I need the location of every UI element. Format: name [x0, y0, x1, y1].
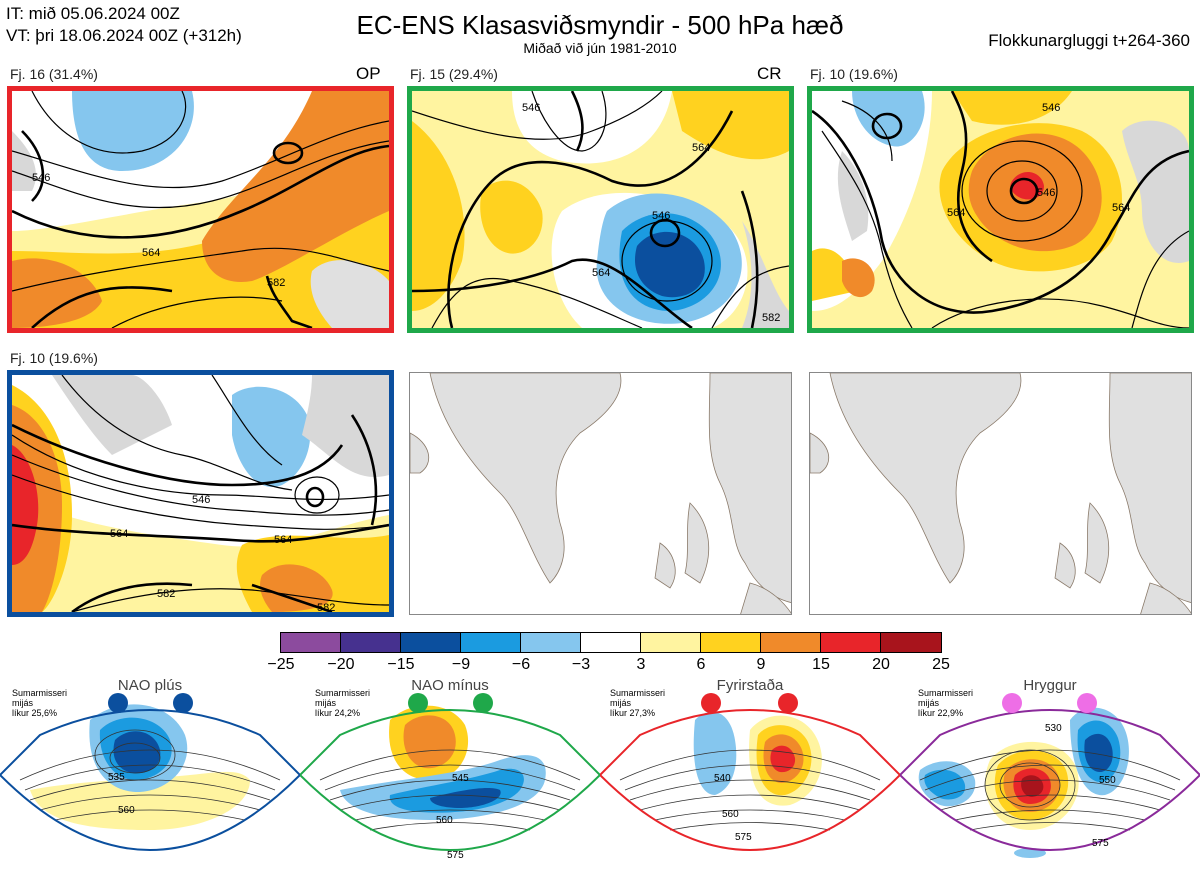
contour-label: 564 [947, 207, 965, 219]
contour-label: 546 [32, 172, 50, 184]
colorbar-tick-label: 25 [932, 656, 950, 673]
page-subtitle: Miðað við jún 1981-2010 [523, 40, 677, 56]
panel-2-tag: CR [757, 64, 782, 83]
contour-label: 582 [762, 312, 780, 324]
valid-time: VT: þri 18.06.2024 00Z (+312h) [6, 26, 242, 45]
colorbar-tick-label: 9 [756, 656, 766, 673]
anomaly-colorbar [280, 632, 942, 653]
panel-4-label: Fj. 10 (19.6%) [10, 350, 98, 366]
colorbar-tick-label: −9 [451, 656, 471, 673]
regime-note: Sumarmisseri mijás líkur 24,2% [315, 688, 371, 718]
panel-1-label: Fj. 16 (31.4%) [10, 66, 98, 82]
regime-note: Sumarmisseri mijás líkur 25,6% [12, 688, 68, 718]
colorbar-swatch [821, 633, 881, 652]
contour-label: 546 [522, 102, 540, 114]
contour-label: 546 [1037, 187, 1055, 199]
colorbar-swatch [401, 633, 461, 652]
colorbar-swatch [281, 633, 341, 652]
regime-contour-label: 575 [1092, 838, 1109, 849]
contour-label: 582 [157, 588, 175, 600]
regime-note: Sumarmisseri mijás líkur 27,3% [610, 688, 666, 718]
regime-name: Hryggur [1023, 677, 1077, 694]
regime-contour-label: 575 [447, 850, 464, 861]
regime-contour-label: 530 [1045, 723, 1062, 734]
regime-nao-minus: 545 560 575 NAO mínus Sumarmisseri mijás l… [300, 677, 600, 870]
panel-3-label: Fj. 10 (19.6%) [810, 66, 898, 82]
contour-label: 564 [692, 142, 710, 154]
header-info: IT: mið 05.06.2024 00Z VT: þri 18.06.202… [6, 3, 242, 47]
regime-nao-plus: 535 560 NAO plús Sumarmisseri mijás líkur … [0, 677, 300, 870]
classification-window: Flokkunargluggi t+264-360 [988, 31, 1190, 50]
regime-contour-label: 550 [1099, 775, 1116, 786]
regime-contour-label: 535 [108, 772, 125, 783]
colorbar-tick-label: 20 [872, 656, 890, 673]
colorbar-swatch [461, 633, 521, 652]
contour-label: 546 [1042, 102, 1060, 114]
regime-name: Fyrirstaða [716, 677, 784, 694]
contour-label: 564 [1112, 202, 1130, 214]
regime-name: NAO plús [117, 677, 183, 694]
regime-ridge: 530 550 575 Hryggur Sumarmisseri mijás lík… [900, 677, 1200, 870]
regime-contour-label: 540 [714, 773, 731, 784]
contour-label: 564 [110, 528, 128, 540]
contour-label: 546 [192, 494, 210, 506]
colorbar-tick-label: −25 [267, 656, 295, 673]
contour-label: 564 [592, 267, 610, 279]
regime-contour-label: 560 [722, 809, 739, 820]
empty-map-5 [409, 372, 792, 615]
contour-label: 546 [652, 210, 670, 222]
regime-contour-label: 545 [452, 773, 469, 784]
colorbar-swatch [581, 633, 641, 652]
colorbar-tick-label: −20 [327, 656, 355, 673]
colorbar-tick-label: −3 [571, 656, 591, 673]
regime-contour-label: 560 [118, 805, 135, 816]
colorbar-tick-label: 3 [636, 656, 646, 673]
colorbar-swatch [761, 633, 821, 652]
colorbar-swatch [341, 633, 401, 652]
cluster-map-4: 546 564 564 582 582 [7, 370, 394, 617]
panel-1-tag: OP [356, 64, 381, 83]
page-title: EC-ENS Klasasviðsmyndir - 500 hPa hæð [356, 10, 844, 40]
contour-label: 564 [274, 534, 292, 546]
colorbar-swatch [881, 633, 941, 652]
regime-note: Sumarmisseri mijás líkur 22,9% [918, 688, 974, 718]
colorbar-swatch [641, 633, 701, 652]
colorbar-swatch [701, 633, 761, 652]
contour-label: 582 [267, 277, 285, 289]
init-time: IT: mið 05.06.2024 00Z [6, 4, 180, 23]
panel-2-label: Fj. 15 (29.4%) [410, 66, 498, 82]
empty-map-6 [809, 372, 1192, 615]
cluster-map-3: 546 546 564 564 [807, 86, 1194, 333]
colorbar-tick-label: 15 [812, 656, 830, 673]
colorbar-tick-label: 6 [696, 656, 706, 673]
regime-name: NAO mínus [411, 677, 489, 694]
contour-label: 564 [142, 247, 160, 259]
cluster-map-2: 546 564 564 546 582 [407, 86, 794, 333]
colorbar-tick-label: −15 [387, 656, 415, 673]
colorbar-ticks: −25 −20 −15 −9 −6 −3 3 6 9 15 20 25 [0, 656, 1200, 676]
contour-label: 582 [317, 602, 335, 612]
cluster-map-1: 546 564 582 [7, 86, 394, 333]
regime-blocking: 540 560 575 Fyrirstaða Sumarmisseri mijás… [600, 677, 900, 870]
regime-contour-label: 560 [436, 815, 453, 826]
colorbar-swatch [521, 633, 581, 652]
regime-contour-label: 575 [735, 832, 752, 843]
colorbar-tick-label: −6 [511, 656, 531, 673]
